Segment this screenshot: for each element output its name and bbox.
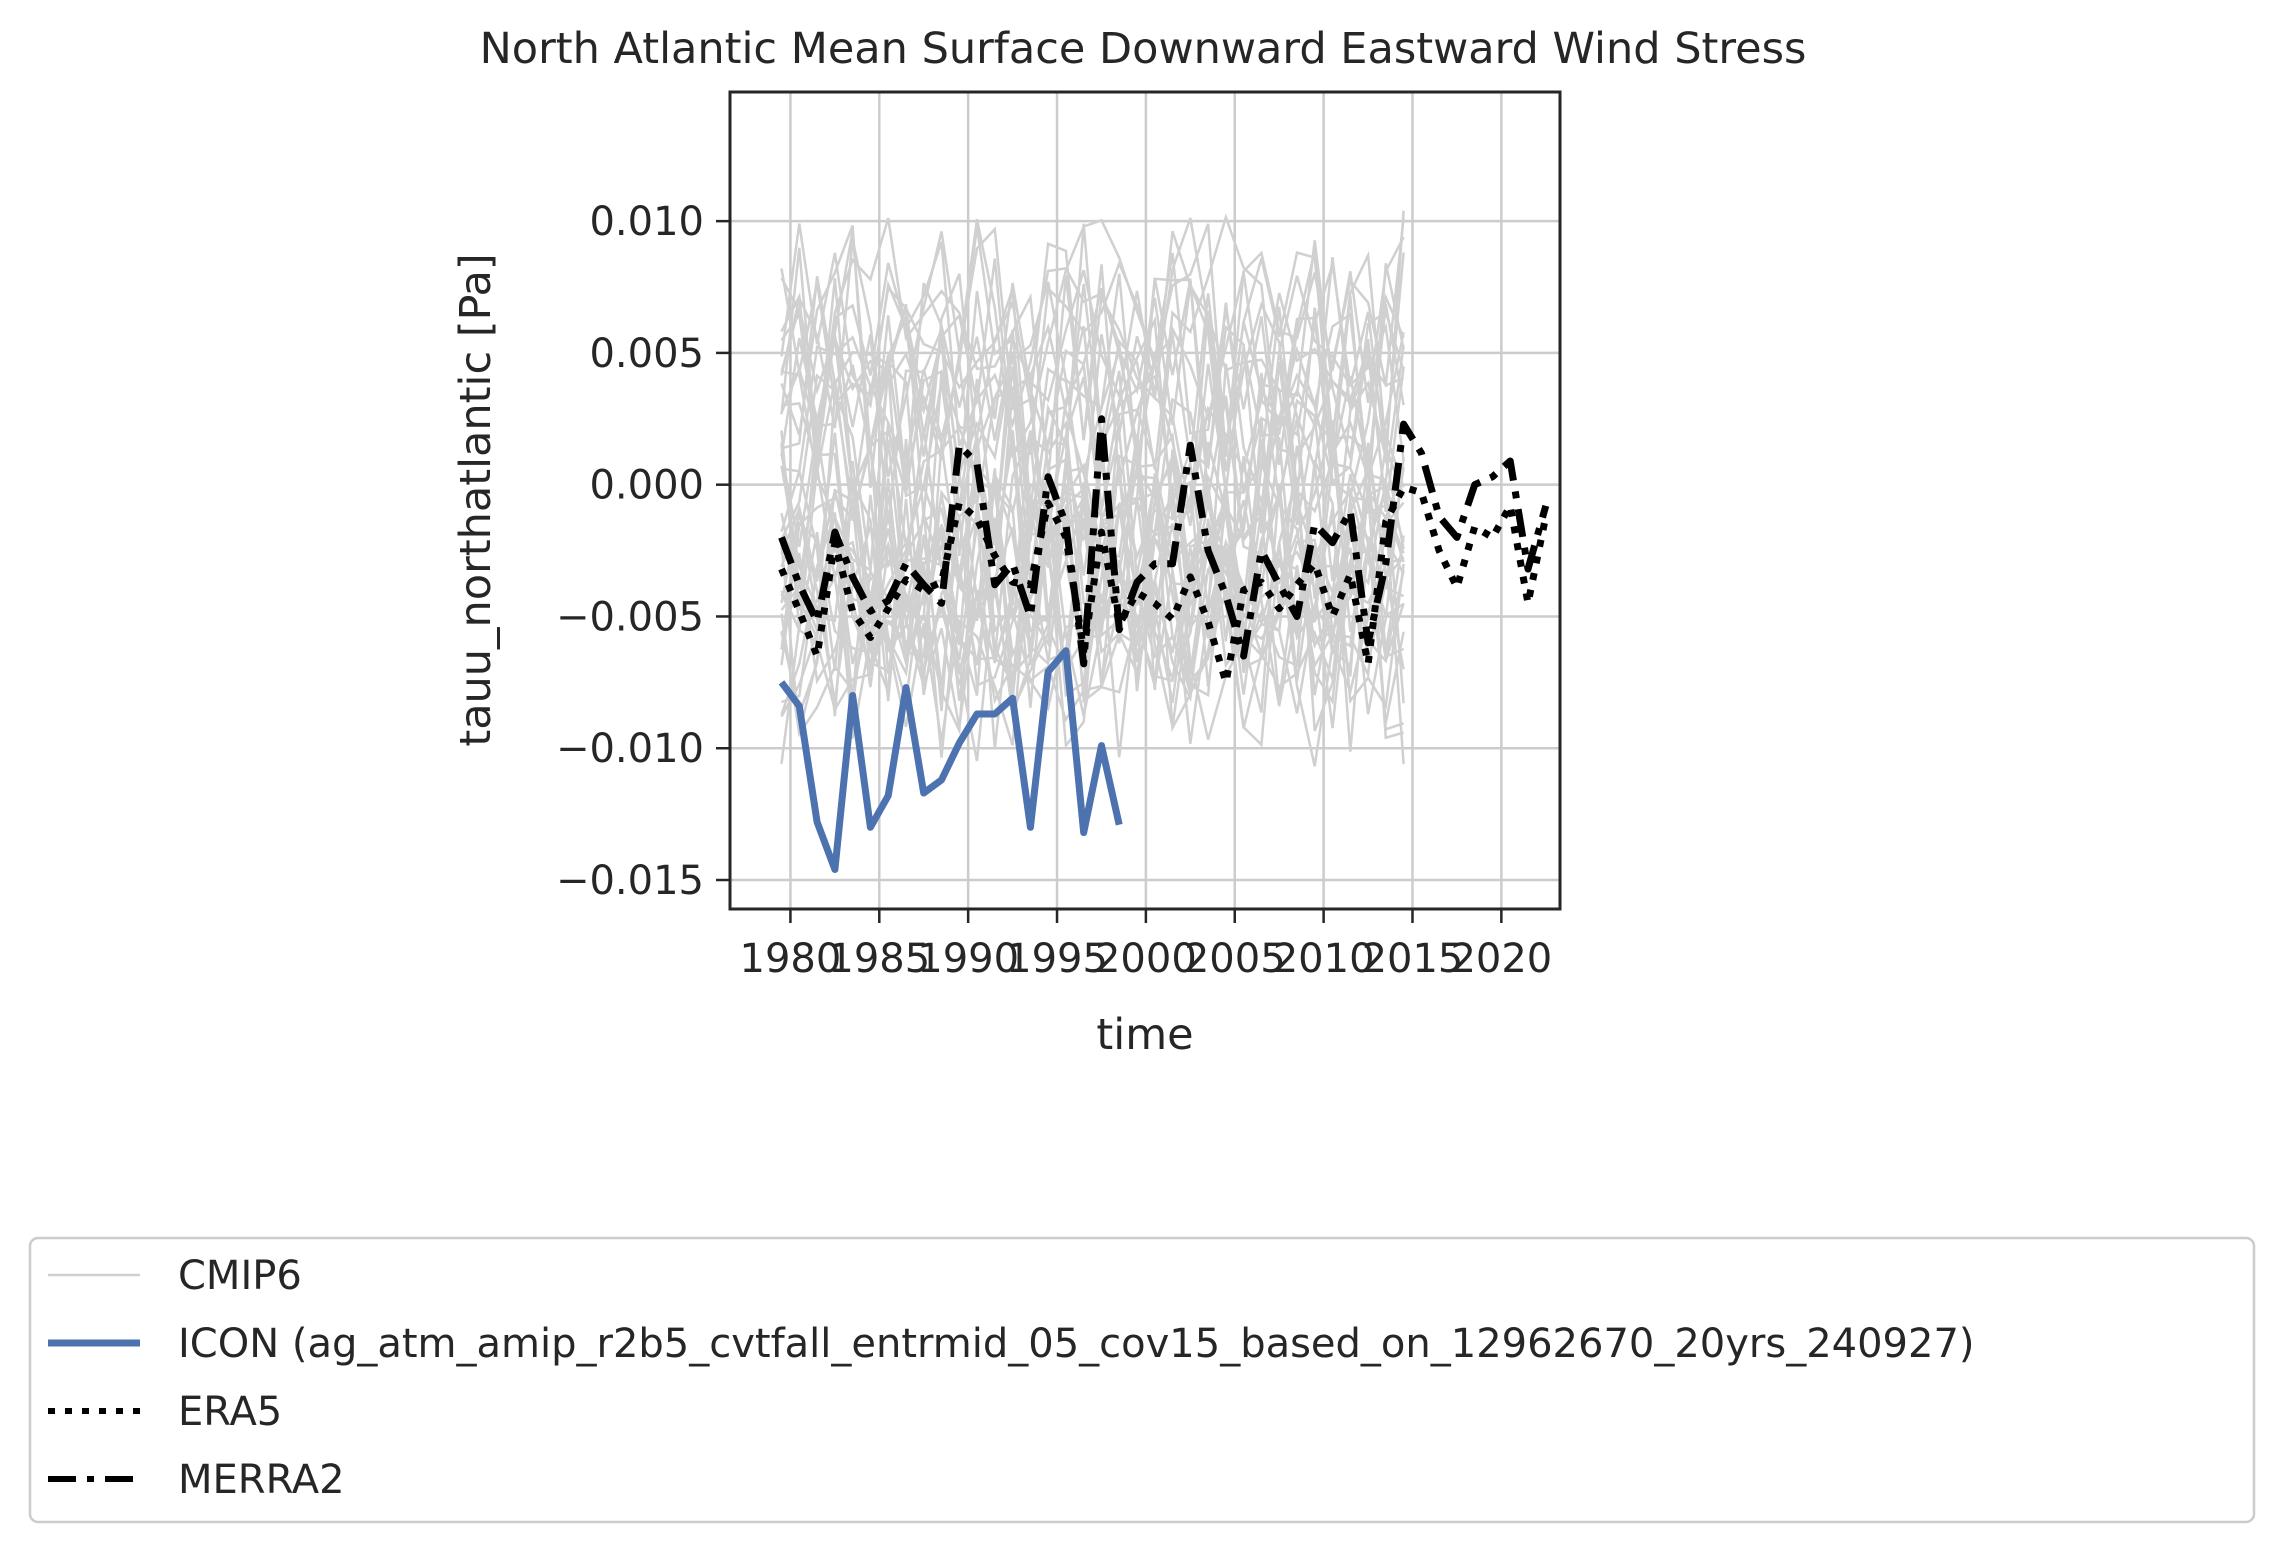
cmip6-member-line: [780, 275, 1405, 542]
x-tick-label: 2000: [1095, 936, 1197, 982]
y-tick-label: 0.005: [589, 331, 704, 377]
x-tick-label: 1995: [1006, 936, 1108, 982]
y-tick-label: −0.015: [556, 858, 704, 904]
legend-label-cmip6: CMIP6: [178, 1253, 302, 1299]
x-tick-label: 2010: [1273, 936, 1375, 982]
cmip6-member-line: [780, 479, 1405, 740]
y-axis-label: tauu_northatlantic [Pa]: [451, 253, 501, 746]
legend-label-era5: ERA5: [178, 1389, 282, 1435]
y-tick-label: 0.000: [589, 463, 704, 509]
cmip6-member-line: [780, 272, 1405, 518]
x-tick-label: 2005: [1184, 936, 1286, 982]
y-tick-label: −0.005: [556, 594, 704, 640]
y-tick-label: 0.010: [589, 199, 704, 245]
x-tick-label: 1980: [740, 936, 842, 982]
x-tick-label: 1985: [828, 936, 930, 982]
cmip6-ensemble: [780, 210, 1405, 767]
cmip6-member-line: [780, 277, 1405, 534]
x-axis-label: time: [1096, 1010, 1193, 1060]
series-layer: [778, 415, 1550, 873]
legend-label-icon: ICON (ag_atm_amip_r2b5_cvtfall_entrmid_0…: [178, 1321, 1975, 1367]
x-tick-label: 1990: [917, 936, 1019, 982]
cmip6-member-line: [780, 278, 1405, 542]
x-tick-label: 2015: [1362, 936, 1464, 982]
cmip6-member-line: [780, 223, 1405, 457]
cmip6-member-line: [780, 241, 1405, 482]
legend-label-merra2: MERRA2: [178, 1457, 345, 1503]
cmip6-member-line: [780, 420, 1405, 650]
series-line-icon: [778, 647, 1123, 873]
y-tick-label: −0.010: [556, 726, 704, 772]
chart-title: North Atlantic Mean Surface Downward Eas…: [480, 24, 1807, 74]
legend: CMIP6 ICON (ag_atm_amip_r2b5_cvtfall_entr…: [28, 1236, 2256, 1524]
cmip6-member-line: [780, 432, 1405, 683]
legend-frame: [28, 1236, 2256, 1524]
x-tick-label: 2020: [1450, 936, 1552, 982]
cmip6-member-line: [780, 474, 1405, 733]
